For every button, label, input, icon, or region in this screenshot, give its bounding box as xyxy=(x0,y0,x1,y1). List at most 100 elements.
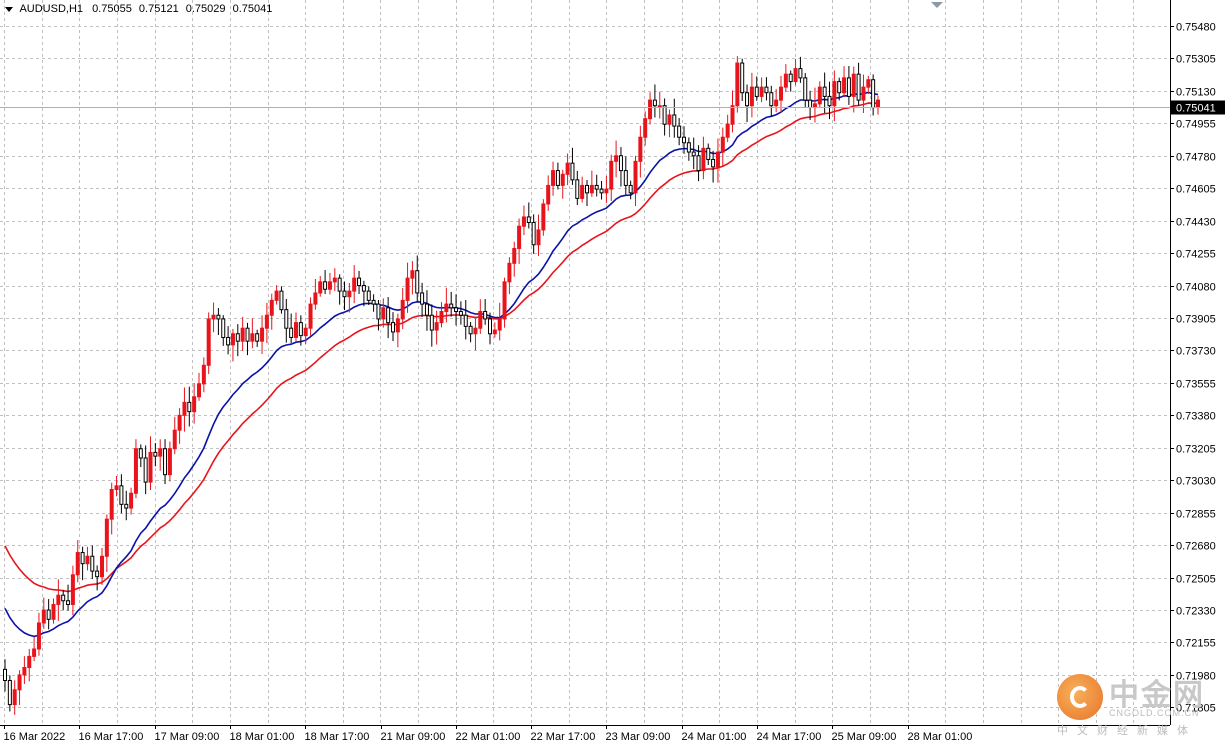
candle-body[interactable] xyxy=(580,184,585,199)
candle-body[interactable] xyxy=(420,292,425,305)
candle-body[interactable] xyxy=(449,303,454,309)
candle-body[interactable] xyxy=(163,448,168,476)
candle-body[interactable] xyxy=(66,600,71,605)
candle-body[interactable] xyxy=(725,123,730,138)
candle-body[interactable] xyxy=(41,609,46,624)
candle-body[interactable] xyxy=(172,429,177,450)
candle-body[interactable] xyxy=(609,160,614,190)
candle-body[interactable] xyxy=(851,73,856,97)
scroll-marker-icon[interactable] xyxy=(931,2,943,8)
candle-body[interactable] xyxy=(832,81,837,107)
candle-body[interactable] xyxy=(240,327,245,342)
candle-body[interactable] xyxy=(749,86,754,107)
candle-body[interactable] xyxy=(604,188,609,194)
candle-body[interactable] xyxy=(798,68,803,79)
candle-body[interactable] xyxy=(686,142,691,153)
candle-body[interactable] xyxy=(740,62,745,94)
candle-body[interactable] xyxy=(424,303,429,316)
candle-body[interactable] xyxy=(759,86,764,97)
candle-body[interactable] xyxy=(638,136,643,162)
candle-body[interactable] xyxy=(667,114,672,125)
candle-body[interactable] xyxy=(361,285,366,292)
candle-body[interactable] xyxy=(133,448,138,494)
candle-body[interactable] xyxy=(255,333,260,342)
candle-body[interactable] xyxy=(3,668,7,681)
candle-body[interactable] xyxy=(861,86,866,101)
candle-body[interactable] xyxy=(652,99,657,107)
candle-body[interactable] xyxy=(764,86,769,94)
candle-body[interactable] xyxy=(745,92,750,107)
candle-body[interactable] xyxy=(260,327,265,342)
candle-body[interactable] xyxy=(429,314,434,331)
candle-body[interactable] xyxy=(555,170,560,186)
candle-body[interactable] xyxy=(298,322,303,337)
candle-body[interactable] xyxy=(27,655,32,669)
candle-body[interactable] xyxy=(585,184,589,194)
candle-body[interactable] xyxy=(230,333,235,346)
candle-body[interactable] xyxy=(439,311,444,324)
candle-body[interactable] xyxy=(614,155,619,162)
candle-body[interactable] xyxy=(167,448,172,476)
candle-body[interactable] xyxy=(177,414,182,431)
candle-body[interactable] xyxy=(95,570,100,578)
candle-body[interactable] xyxy=(371,299,376,305)
candle-body[interactable] xyxy=(715,151,720,168)
candle-body[interactable] xyxy=(51,603,56,620)
candle-body[interactable] xyxy=(822,86,827,97)
candle-body[interactable] xyxy=(197,383,201,398)
candle-body[interactable] xyxy=(541,203,546,231)
candle-body[interactable] xyxy=(124,503,129,509)
candle-body[interactable] xyxy=(226,336,231,346)
candle-body[interactable] xyxy=(444,303,449,313)
candle-body[interactable] xyxy=(812,103,817,109)
dropdown-arrow-icon[interactable] xyxy=(5,6,13,12)
candle-body[interactable] xyxy=(492,329,497,335)
candle-body[interactable] xyxy=(648,99,653,120)
candle-body[interactable] xyxy=(589,184,594,194)
candle-body[interactable] xyxy=(17,674,22,691)
candle-body[interactable] xyxy=(691,151,696,157)
candle-body[interactable] xyxy=(458,311,463,316)
candle-body[interactable] xyxy=(274,290,279,301)
candle-body[interactable] xyxy=(512,247,517,264)
candle-body[interactable] xyxy=(628,184,633,194)
candle-body[interactable] xyxy=(158,448,163,457)
candle-body[interactable] xyxy=(148,451,153,483)
candle-body[interactable] xyxy=(594,184,599,190)
candle-body[interactable] xyxy=(192,396,197,413)
candle-body[interactable] xyxy=(507,262,512,283)
candle-body[interactable] xyxy=(560,173,565,186)
candle-body[interactable] xyxy=(352,277,357,292)
candle-body[interactable] xyxy=(303,327,308,337)
candle-body[interactable] xyxy=(735,62,740,107)
candle-body[interactable] xyxy=(376,303,381,320)
candle-body[interactable] xyxy=(662,105,667,125)
candle-body[interactable] xyxy=(221,318,226,338)
candle-body[interactable] xyxy=(90,555,95,572)
candle-body[interactable] xyxy=(357,277,362,287)
candle-body[interactable] xyxy=(313,292,318,305)
candle-body[interactable] xyxy=(565,162,570,175)
candle-body[interactable] xyxy=(410,270,415,279)
candles[interactable] xyxy=(3,56,880,715)
candle-body[interactable] xyxy=(138,448,143,459)
candle-body[interactable] xyxy=(289,327,294,338)
candle-body[interactable] xyxy=(206,318,211,366)
candle-body[interactable] xyxy=(332,277,337,283)
candle-body[interactable] xyxy=(245,327,250,342)
candle-body[interactable] xyxy=(468,325,473,335)
candle-body[interactable] xyxy=(783,73,788,88)
candle-body[interactable] xyxy=(803,77,808,101)
candle-body[interactable] xyxy=(706,147,711,160)
candle-body[interactable] xyxy=(250,333,255,342)
candle-body[interactable] xyxy=(488,318,492,335)
candle-body[interactable] xyxy=(100,555,104,578)
candle-body[interactable] xyxy=(337,277,342,292)
candle-body[interactable] xyxy=(682,136,686,144)
candle-body[interactable] xyxy=(575,179,580,199)
candle-body[interactable] xyxy=(182,401,187,416)
candle-body[interactable] xyxy=(143,457,148,483)
candle-body[interactable] xyxy=(643,118,648,138)
